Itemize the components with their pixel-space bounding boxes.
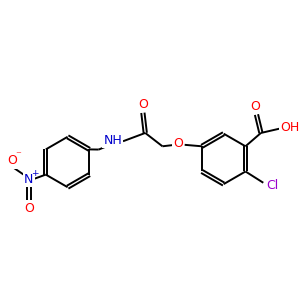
Text: NH: NH: [103, 134, 122, 147]
Text: Cl: Cl: [267, 179, 279, 192]
Text: O: O: [250, 100, 260, 113]
Text: N: N: [24, 173, 34, 186]
Text: O: O: [7, 154, 16, 167]
Text: O: O: [173, 137, 183, 150]
Text: OH: OH: [280, 121, 299, 134]
Text: O: O: [24, 202, 34, 214]
Text: ⁻: ⁻: [16, 151, 22, 160]
Text: O: O: [138, 98, 148, 111]
Text: +: +: [31, 169, 39, 178]
